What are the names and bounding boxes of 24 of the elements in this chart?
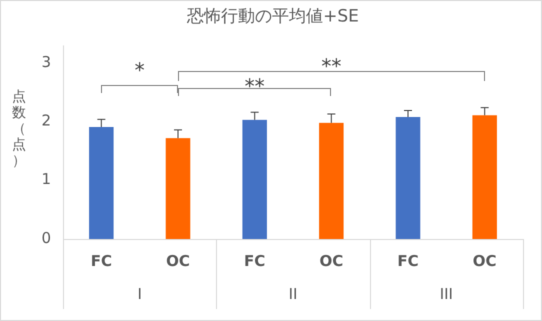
chart-title: 恐怖行動の平均値+SE <box>186 6 359 27</box>
x-tick-label: FC <box>397 252 419 270</box>
bar <box>472 115 497 239</box>
x-tick-label: OC <box>166 252 190 270</box>
annotation: ** <box>244 74 265 98</box>
bar <box>242 120 267 239</box>
y-tick-label: 1 <box>41 170 51 188</box>
bar <box>166 138 190 239</box>
annotation: ** <box>321 54 342 78</box>
bar <box>396 116 420 239</box>
bar <box>319 122 344 239</box>
text: II <box>288 284 298 303</box>
bar <box>89 126 114 239</box>
y-tick-label: 3 <box>41 52 51 71</box>
x-tick-label: FC <box>90 252 112 270</box>
annotation: * <box>134 58 145 82</box>
x-tick-label: FC <box>244 252 266 270</box>
x-tick-label: OC <box>319 252 344 270</box>
y-axis-title: 点数（点） <box>11 89 27 169</box>
x-tick-label: OC <box>472 252 497 270</box>
text: III <box>440 284 453 303</box>
y-tick-label: 0 <box>41 228 51 247</box>
text: I <box>137 284 142 303</box>
y-tick-label: 2 <box>41 112 51 130</box>
